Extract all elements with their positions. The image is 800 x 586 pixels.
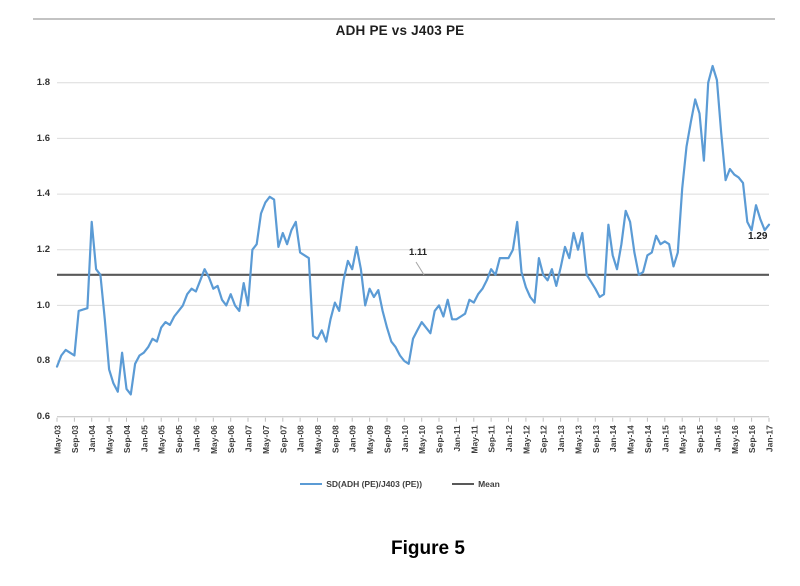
svg-text:Jan-15: Jan-15 xyxy=(660,425,670,452)
svg-text:May-03: May-03 xyxy=(53,425,63,454)
y-axis-tick-label: 0.6 xyxy=(36,411,50,422)
last-value-annotation: 1.29 xyxy=(748,231,768,242)
svg-text:Sep-12: Sep-12 xyxy=(539,425,549,453)
svg-text:Jan-13: Jan-13 xyxy=(556,425,566,452)
svg-text:May-16: May-16 xyxy=(730,425,740,454)
svg-text:May-07: May-07 xyxy=(261,425,271,454)
y-axis-tick-label: 1.2 xyxy=(36,244,50,255)
svg-text:Jan-12: Jan-12 xyxy=(504,425,514,452)
svg-text:Jan-09: Jan-09 xyxy=(348,425,358,452)
svg-text:Sep-09: Sep-09 xyxy=(383,425,393,453)
svg-text:Jan-14: Jan-14 xyxy=(608,425,618,452)
svg-text:May-13: May-13 xyxy=(574,425,584,454)
svg-text:Jan-08: Jan-08 xyxy=(296,425,306,452)
legend-series-label: SD(ADH (PE)/J403 (PE)) xyxy=(326,479,423,489)
svg-text:May-10: May-10 xyxy=(417,425,427,454)
svg-text:May-05: May-05 xyxy=(157,425,167,454)
svg-text:Jan-11: Jan-11 xyxy=(452,425,462,452)
legend-item-series: SD(ADH (PE)/J403 (PE)) xyxy=(300,479,422,489)
svg-text:May-14: May-14 xyxy=(626,425,636,454)
svg-text:Sep-06: Sep-06 xyxy=(226,425,236,453)
svg-text:May-09: May-09 xyxy=(365,425,375,454)
chart-legend: SD(ADH (PE)/J403 (PE)) Mean xyxy=(0,479,800,489)
svg-text:May-04: May-04 xyxy=(105,425,115,454)
svg-text:Sep-16: Sep-16 xyxy=(747,425,757,453)
svg-text:Jan-16: Jan-16 xyxy=(712,425,722,452)
chart-title: ADH PE vs J403 PE xyxy=(335,23,465,38)
series-line-swatch xyxy=(300,482,323,486)
y-axis-tick-label: 1.8 xyxy=(36,77,50,88)
svg-text:Sep-10: Sep-10 xyxy=(435,425,445,453)
svg-text:Jan-06: Jan-06 xyxy=(191,425,201,452)
svg-text:Jan-10: Jan-10 xyxy=(400,425,410,452)
svg-text:Sep-03: Sep-03 xyxy=(70,425,80,453)
svg-text:May-08: May-08 xyxy=(313,425,323,454)
svg-text:Jan-07: Jan-07 xyxy=(244,425,254,452)
svg-text:Sep-15: Sep-15 xyxy=(695,425,705,453)
svg-text:Sep-08: Sep-08 xyxy=(330,425,340,453)
mean-line-swatch xyxy=(452,482,475,486)
svg-text:May-15: May-15 xyxy=(678,425,688,454)
svg-text:Sep-13: Sep-13 xyxy=(591,425,601,453)
figure-caption: Figure 5 xyxy=(391,538,465,559)
svg-text:Jan-05: Jan-05 xyxy=(139,425,149,452)
top-border-rule xyxy=(33,18,775,20)
mean-value-annotation: 1.11 xyxy=(409,247,427,258)
y-axis-tick-label: 1.4 xyxy=(36,188,50,199)
svg-text:May-06: May-06 xyxy=(209,425,219,454)
y-axis-tick-label: 0.8 xyxy=(36,355,50,366)
svg-text:Sep-11: Sep-11 xyxy=(487,425,497,453)
svg-text:Sep-07: Sep-07 xyxy=(278,425,288,453)
y-axis-tick-label: 1.6 xyxy=(36,133,50,144)
chart-plot-area: May-03 Sep-03 Jan-04 May-04 Sep-04 Jan-05 May-… xyxy=(53,64,775,454)
legend-mean-label: Mean xyxy=(478,479,500,489)
svg-text:Sep-04: Sep-04 xyxy=(122,425,132,453)
svg-text:Jan-04: Jan-04 xyxy=(87,425,97,452)
svg-text:Sep-14: Sep-14 xyxy=(643,425,653,453)
svg-text:May-11: May-11 xyxy=(469,425,479,454)
legend-item-mean: Mean xyxy=(452,479,500,489)
svg-text:May-12: May-12 xyxy=(521,425,531,454)
y-axis-tick-label: 1.0 xyxy=(36,300,50,311)
svg-text:Sep-05: Sep-05 xyxy=(174,425,184,453)
svg-text:Jan-17: Jan-17 xyxy=(765,425,775,452)
